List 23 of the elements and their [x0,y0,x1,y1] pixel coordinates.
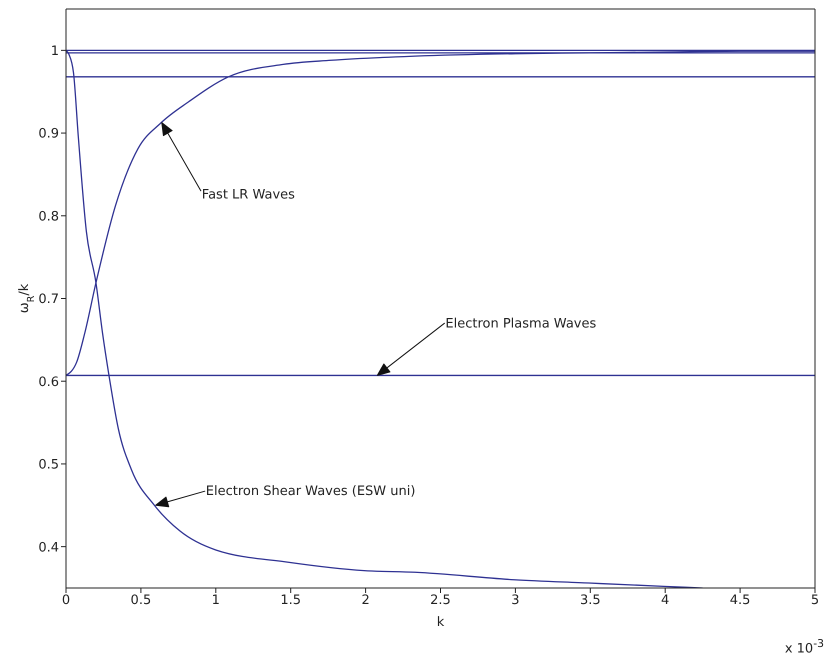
x-tick-label: 2.5 [430,593,451,608]
y-tick-label: 0.8 [38,209,59,224]
x-tick-label: 3 [511,593,520,608]
y-tick-label: 1 [50,44,59,59]
x-tick-label: 4 [661,593,670,608]
x-tick-label: 4.5 [730,593,750,608]
annotation: Electron Shear Waves (ESW uni) [206,484,416,500]
x-tick-label: 1.5 [280,593,302,608]
x-tick-label: 3.5 [580,593,601,608]
x-axis-title: k [436,615,445,630]
x-tick-label: 5 [810,593,820,608]
x-tick-label: 0.5 [130,593,152,608]
y-tick-label: 0.4 [38,540,59,556]
y-tick-label: 0.7 [38,292,59,308]
x-tick-label: 1 [212,593,220,608]
text: x 10$^{-3}$ [784,636,824,656]
annotation: Electron Plasma Waves [445,316,596,332]
y-tick-label: 0.9 [38,126,59,142]
x-tick-label: 0 [62,593,70,608]
annotation: Fast LR Waves [202,188,296,203]
x-tick-label: 2 [361,593,370,608]
y-tick-label: 0.6 [38,374,59,390]
y-tick-label: 0.5 [38,458,59,473]
